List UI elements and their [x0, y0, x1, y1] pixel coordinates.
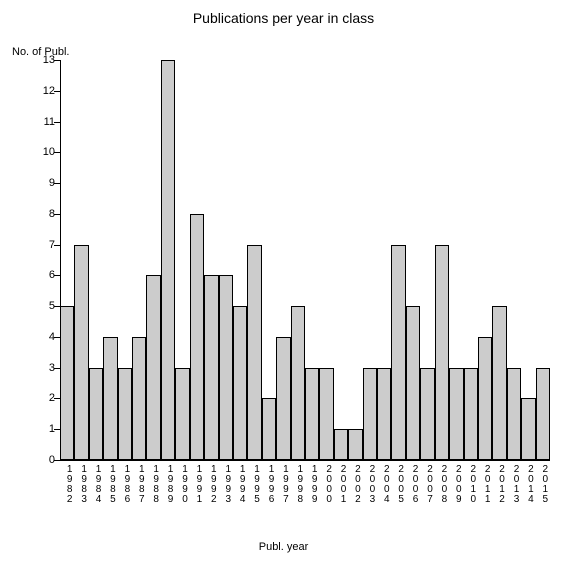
bar	[233, 306, 247, 460]
bar	[60, 306, 74, 460]
x-tick-label: 1987	[132, 464, 146, 504]
x-tick-label: 2004	[377, 464, 391, 504]
x-axis	[60, 460, 550, 461]
bar	[291, 306, 305, 460]
x-tick-label: 2009	[449, 464, 463, 504]
y-tick-label: 7	[31, 239, 55, 251]
bar	[521, 398, 535, 460]
bar	[204, 275, 218, 460]
x-tick-label: 1992	[204, 464, 218, 504]
bar	[507, 368, 521, 460]
x-tick-label: 2010	[464, 464, 478, 504]
x-tick-label: 1995	[248, 464, 262, 504]
x-tick-label: 2000	[320, 464, 334, 504]
x-tick-label: 2012	[493, 464, 507, 504]
chart-title: Publications per year in class	[0, 10, 567, 26]
bar	[334, 429, 348, 460]
x-tick-label: 2011	[478, 464, 492, 504]
y-tick-label: 4	[31, 331, 55, 343]
chart-container: Publications per year in class No. of Pu…	[0, 0, 567, 567]
bar	[118, 368, 132, 460]
x-tick-label: 1999	[305, 464, 319, 504]
x-tick-label: 1983	[75, 464, 89, 504]
bar	[74, 245, 88, 460]
y-tick-label: 3	[31, 362, 55, 374]
bar	[262, 398, 276, 460]
y-tick-label: 8	[31, 208, 55, 220]
y-tick-label: 0	[31, 454, 55, 466]
bar	[219, 275, 233, 460]
bar	[363, 368, 377, 460]
y-tick-label: 12	[31, 85, 55, 97]
bar	[132, 337, 146, 460]
x-tick-label: 2002	[348, 464, 362, 504]
y-tick-label: 1	[31, 423, 55, 435]
bar	[89, 368, 103, 460]
y-tick-label: 13	[31, 54, 55, 66]
x-tick-label: 1996	[262, 464, 276, 504]
x-tick-label: 2003	[363, 464, 377, 504]
bar	[103, 337, 117, 460]
x-tick-label: 1993	[219, 464, 233, 504]
bar	[190, 214, 204, 460]
x-tick-label: 2013	[507, 464, 521, 504]
bar	[305, 368, 319, 460]
bar	[464, 368, 478, 460]
bar	[276, 337, 290, 460]
x-tick-label: 2008	[435, 464, 449, 504]
x-tick-label: 1990	[176, 464, 190, 504]
bar	[420, 368, 434, 460]
bar	[391, 245, 405, 460]
x-tick-label: 1984	[89, 464, 103, 504]
x-tick-label: 2005	[392, 464, 406, 504]
x-tick-label: 1986	[118, 464, 132, 504]
y-tick-label: 9	[31, 177, 55, 189]
x-axis-label: Publ. year	[0, 541, 567, 553]
y-tick-label: 11	[31, 116, 55, 128]
y-tick-label: 10	[31, 146, 55, 158]
x-tick-label: 1998	[291, 464, 305, 504]
x-tick-label: 2007	[421, 464, 435, 504]
bar	[348, 429, 362, 460]
bar	[406, 306, 420, 460]
x-tick-label: 2014	[521, 464, 535, 504]
bar	[161, 60, 175, 460]
y-tick-label: 6	[31, 269, 55, 281]
y-tick-label: 5	[31, 300, 55, 312]
x-tick-label: 2006	[406, 464, 420, 504]
x-tick-label: 2001	[334, 464, 348, 504]
x-tick-label: 1985	[103, 464, 117, 504]
bar	[435, 245, 449, 460]
x-tick-label: 1991	[190, 464, 204, 504]
y-tick-label: 2	[31, 392, 55, 404]
x-tick-label: 1997	[276, 464, 290, 504]
bar	[492, 306, 506, 460]
plot-area	[60, 60, 550, 460]
bar	[449, 368, 463, 460]
bar	[175, 368, 189, 460]
x-tick-label: 1988	[147, 464, 161, 504]
bar	[377, 368, 391, 460]
bar	[478, 337, 492, 460]
x-tick-label: 1989	[161, 464, 175, 504]
bar	[536, 368, 550, 460]
bar	[247, 245, 261, 460]
x-tick-label: 1994	[233, 464, 247, 504]
bar	[319, 368, 333, 460]
x-tick-label: 2015	[536, 464, 550, 504]
bar	[146, 275, 160, 460]
x-tick-label: 1982	[60, 464, 74, 504]
